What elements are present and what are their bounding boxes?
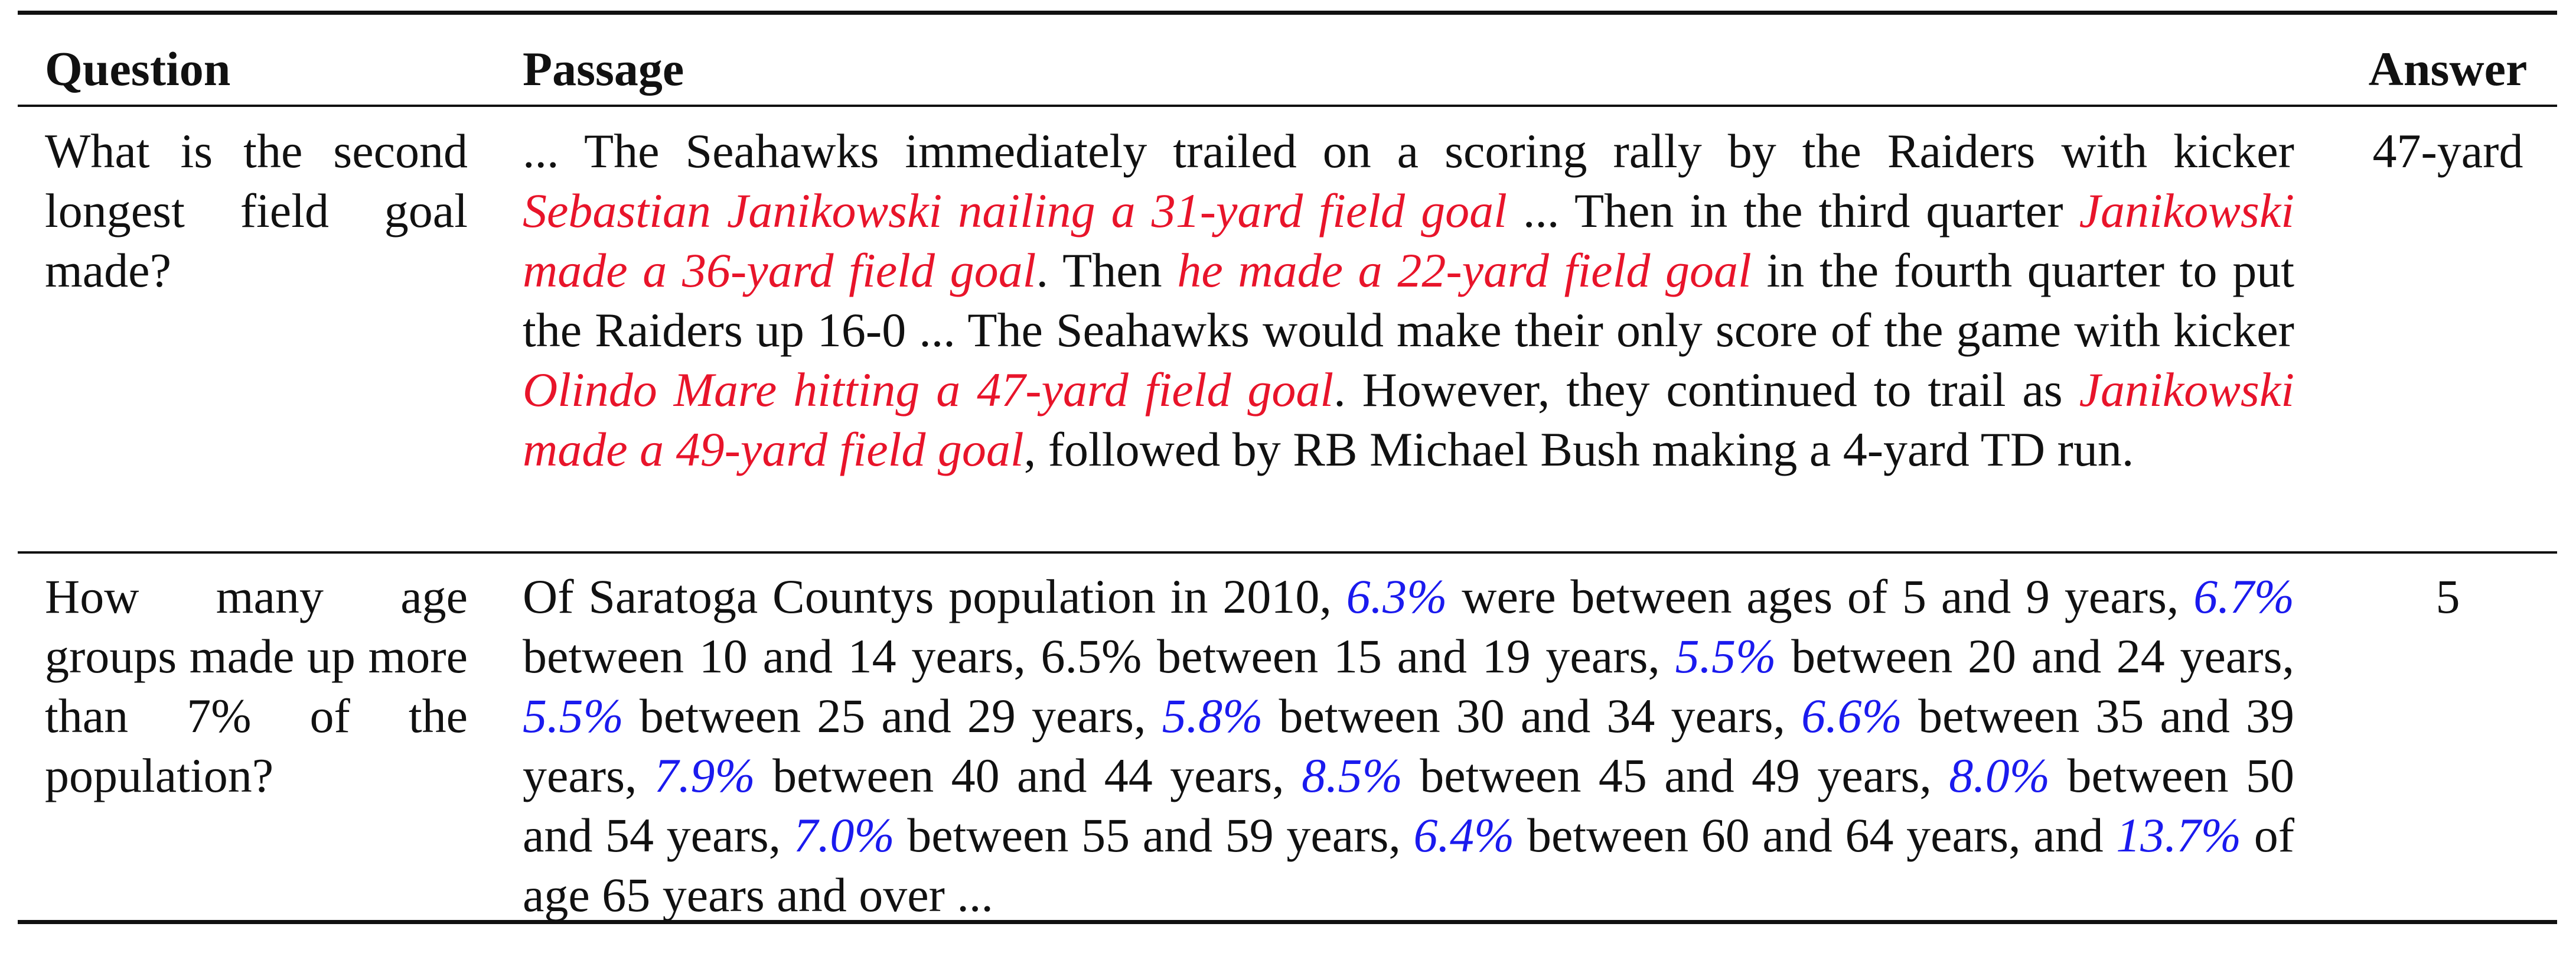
passage-text: ... Then in the third quarter	[1507, 184, 2079, 238]
passage-text: between 45 and 49 years,	[1402, 749, 1949, 802]
answer-cell: 5	[2435, 570, 2460, 623]
passage-text: between 10 and 14 years, 6.5% between 15…	[523, 629, 1675, 683]
header-passage: Passage	[523, 42, 684, 96]
answer-cell: 47-yard	[2372, 124, 2523, 178]
highlighted-number: 7.0%	[793, 808, 895, 862]
passage-text: between 25 and 29 years,	[623, 689, 1162, 743]
top-rule	[18, 11, 2557, 15]
highlighted-number: 5.5%	[1675, 629, 1776, 683]
passage-text: between 30 and 34 years,	[1263, 689, 1802, 743]
bottom-rule	[18, 920, 2557, 924]
passage-text: of age 65 years and over ...	[523, 808, 2295, 922]
passage-text: between 40 and 44 years,	[755, 749, 1302, 802]
passage-cell: ... The Seahawks immediately trailed on …	[523, 121, 2294, 479]
highlighted-number: 6.7%	[2193, 570, 2294, 623]
passage-text: between 50 and 54 years,	[523, 749, 2295, 862]
highlighted-number: 5.5%	[523, 689, 624, 743]
qa-table: Question Passage Answer What is the seco…	[18, 11, 2557, 924]
highlighted-number: 6.3%	[1346, 570, 1447, 623]
highlighted-number: 13.7%	[2116, 808, 2242, 862]
highlighted-evidence: Janikowski made a 36-yard field goal	[523, 184, 2294, 297]
passage-text: Of Saratoga Countys population in 2010,	[523, 570, 1346, 623]
header-question: Question	[45, 42, 231, 96]
highlighted-number: 8.5%	[1302, 749, 1403, 802]
passage-text: , followed by RB Michael Bush making a 4…	[1023, 422, 2134, 476]
row-divider	[18, 551, 2557, 554]
passage-text: were between ages of 5 and 9 years,	[1447, 570, 2194, 623]
header-rule	[18, 105, 2557, 107]
highlighted-number: 6.4%	[1413, 808, 1515, 862]
passage-text: . However, they continued to trail as	[1333, 363, 2079, 417]
highlighted-number: 8.0%	[1949, 749, 2050, 802]
highlighted-evidence: Olindo Mare hitting a 47-yard field goal	[523, 363, 1334, 417]
highlighted-number: 5.8%	[1162, 689, 1263, 743]
passage-text: in the fourth quarter to put the Raiders…	[523, 243, 2294, 357]
highlighted-evidence: Janikowski made a 49-yard field goal	[523, 363, 2295, 476]
passage-text: between 55 and 59 years,	[894, 808, 1414, 862]
table-row: What is the second longest field goal ma…	[18, 107, 2557, 551]
table-header-row: Question Passage Answer	[18, 15, 2557, 105]
passage-text: between 35 and 39 years,	[523, 689, 2294, 802]
passage-text: between 60 and 64 years, and	[1514, 808, 2117, 862]
passage-cell: Of Saratoga Countys population in 2010, …	[523, 567, 2294, 925]
question-cell: How many age groups made up more than 7%…	[45, 570, 468, 802]
highlighted-number: 7.9%	[654, 749, 755, 802]
question-cell: What is the second longest field goal ma…	[45, 124, 468, 297]
header-answer: Answer	[2368, 42, 2528, 96]
passage-text: . Then	[1036, 243, 1178, 297]
highlighted-evidence: Sebastian Janikowski nailing a 31-yard f…	[523, 184, 1507, 238]
table-row: How many age groups made up more than 7%…	[18, 554, 2557, 922]
highlighted-number: 6.6%	[1801, 689, 1902, 743]
passage-text: ... The Seahawks immediately trailed on …	[523, 124, 2294, 178]
passage-text: between 20 and 24 years,	[1776, 629, 2294, 683]
highlighted-evidence: he made a 22-yard field goal	[1177, 243, 1752, 297]
